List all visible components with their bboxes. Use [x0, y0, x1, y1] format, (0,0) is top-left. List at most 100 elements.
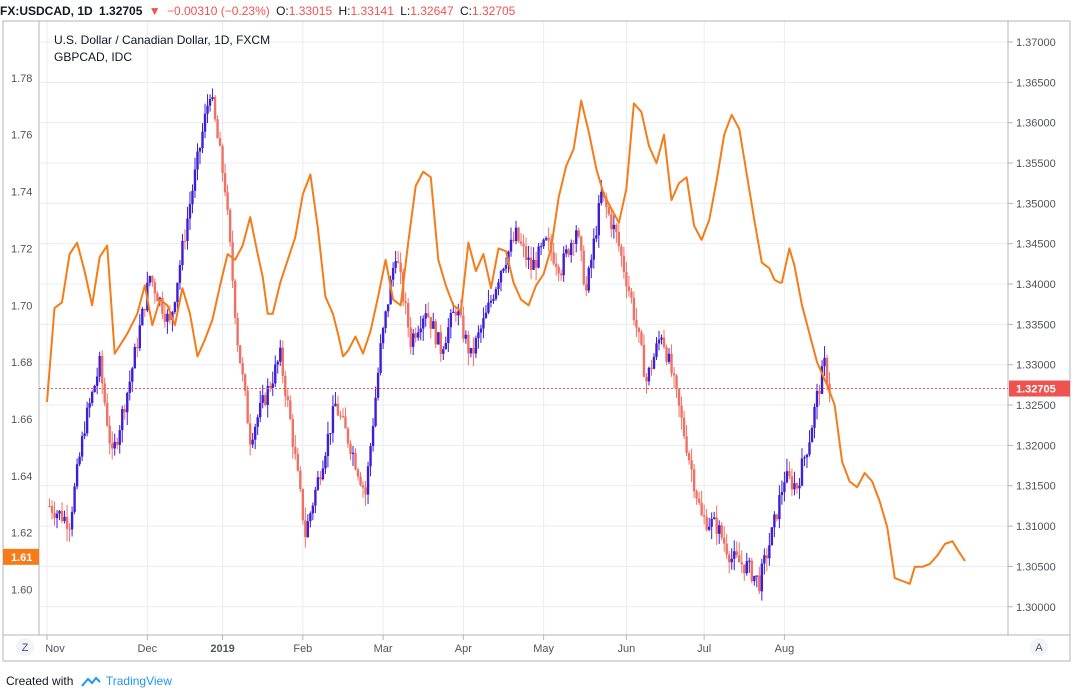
candle-body [580, 236, 583, 251]
open-value: 1.33015 [288, 4, 333, 18]
candle-body [241, 363, 244, 375]
candle-body [376, 372, 380, 398]
candle-body [612, 224, 616, 230]
candle-body [294, 446, 297, 454]
candle-body [439, 332, 442, 354]
candle-body [484, 312, 488, 319]
candle-body [60, 510, 64, 522]
symbol-header: FX:USDCAD, 1D 1.32705 ▼ −0.00310 (−0.23%… [0, 0, 1077, 22]
right-axis-tick-label: 1.37000 [1016, 37, 1056, 49]
zoom-button[interactable] [16, 638, 34, 656]
candle-body [585, 284, 588, 291]
candle-body [118, 430, 121, 445]
right-axis-tick-label: 1.35000 [1016, 198, 1056, 210]
candle-body [281, 347, 284, 376]
candle-body [620, 246, 623, 256]
candle-body [90, 392, 94, 404]
candle-body [657, 339, 661, 344]
tradingview-brand[interactable]: TradingView [105, 674, 172, 688]
candle-body [828, 383, 831, 394]
candle-body [138, 325, 142, 349]
candle-body [389, 279, 392, 305]
candle-body [459, 311, 463, 316]
candle-body [793, 483, 796, 490]
candle-body [625, 271, 628, 287]
candle-body [128, 381, 131, 393]
candle-body [474, 338, 478, 354]
right-axis-tick-label: 1.34000 [1016, 279, 1056, 291]
candle-body [98, 355, 101, 377]
candle-body [442, 349, 445, 354]
candle-body [697, 498, 701, 503]
low-label: L: [400, 4, 411, 18]
candle-body [564, 249, 568, 254]
candle-body [607, 207, 611, 215]
candle-body [738, 555, 741, 563]
candle-body [75, 464, 79, 487]
candle-body [695, 491, 698, 499]
candle-body [153, 282, 157, 294]
candle-body [570, 242, 573, 256]
candle-body [253, 426, 257, 440]
candle-body [780, 491, 784, 496]
time-axis-tick-label: Nov [45, 643, 65, 655]
candle-body [472, 347, 475, 354]
left-axis-tick-label: 1.66 [11, 414, 32, 426]
candle-body [432, 321, 435, 329]
candle-body [361, 485, 365, 488]
candle-body [677, 388, 681, 406]
left-axis-tick-label: 1.74 [11, 187, 32, 199]
candle-body [203, 113, 207, 132]
candle-body [236, 317, 239, 346]
candle-body [258, 402, 262, 418]
candle-body [304, 520, 307, 538]
candle-body [680, 405, 683, 418]
candle-body [728, 554, 731, 563]
candle-body [173, 302, 177, 312]
candle-body [339, 415, 342, 417]
price-change: −0.00310 (−0.23%) [166, 4, 270, 18]
candle-body [640, 332, 643, 345]
candle-body [359, 476, 362, 486]
right-axis-tick-label: 1.35500 [1016, 158, 1056, 170]
candle-body [557, 266, 560, 274]
candle-body [181, 240, 184, 266]
candle-body [617, 231, 621, 247]
price-chart[interactable]: 1.30000 1.30500 1.31000 1.31500 1.32000 1.325… [0, 20, 1077, 670]
right-axis-tick-label: 1.36500 [1016, 77, 1056, 89]
candle-body [108, 425, 111, 444]
candle-body [685, 436, 688, 454]
candle-body [600, 191, 603, 204]
tradingview-logo-icon [80, 676, 101, 687]
candle-body [103, 383, 106, 403]
candle-body [429, 316, 432, 329]
candle-body [218, 138, 222, 147]
candle-body [559, 273, 563, 276]
candle-body [597, 203, 601, 236]
auto-scale-button[interactable] [1030, 638, 1048, 656]
close-label: C: [459, 4, 472, 18]
candle-body [266, 385, 269, 405]
candle-body [399, 262, 402, 273]
candle-body [477, 332, 480, 339]
candle-body [381, 328, 385, 344]
candle-body [768, 545, 771, 559]
candle-body [798, 485, 801, 489]
candle-body [369, 446, 372, 467]
candle-body [213, 97, 217, 120]
candle-body [409, 327, 412, 347]
candle-body [534, 259, 538, 268]
candle-body [785, 471, 789, 483]
candle-body [647, 367, 651, 382]
candle-body [336, 403, 340, 416]
candle-body [494, 289, 498, 299]
left-axis-tick-label: 1.76 [11, 130, 32, 142]
candle-body [642, 344, 646, 377]
high-label: H: [338, 4, 351, 18]
candle-body [271, 383, 274, 388]
candle-body [610, 214, 613, 230]
candle-body [627, 286, 631, 292]
candle-body [690, 460, 693, 470]
symbol-label[interactable]: FX:USDCAD, 1D [0, 4, 93, 18]
close-value: 1.32705 [471, 4, 516, 18]
